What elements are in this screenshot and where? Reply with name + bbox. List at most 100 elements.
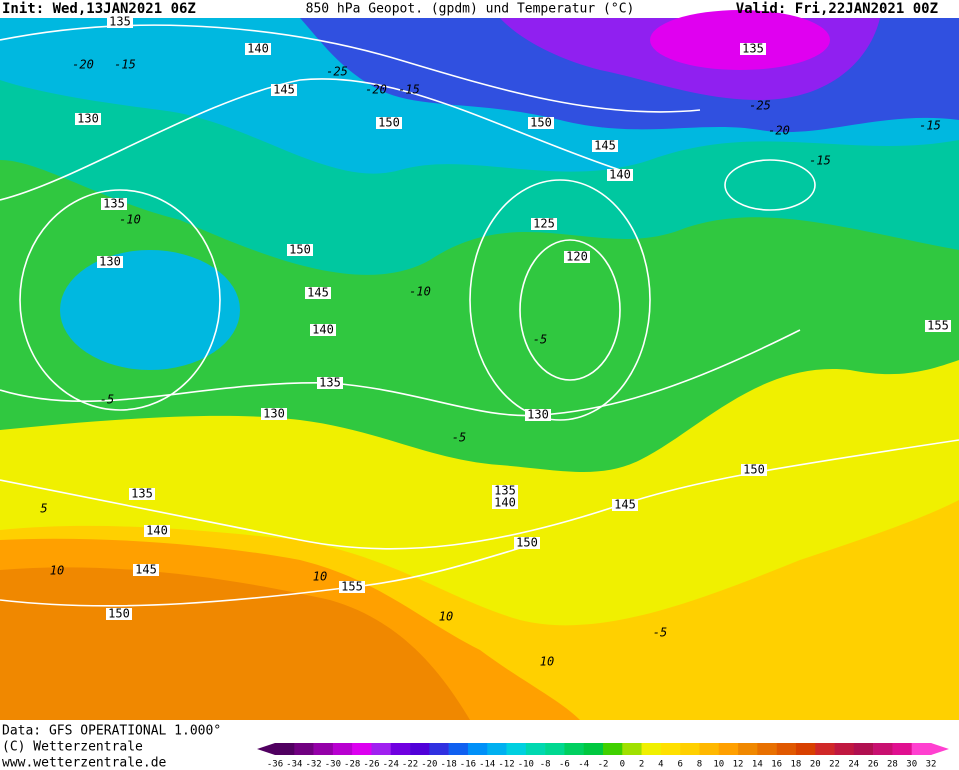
colorbar-label: -12: [498, 760, 514, 770]
geopotential-label: 145: [594, 139, 616, 153]
init-time: Init: Wed,13JAN2021 06Z: [2, 1, 196, 17]
colorbar-label: -16: [460, 760, 476, 770]
temperature-label: -25: [326, 65, 348, 79]
colorbar-label: 0: [620, 760, 625, 770]
label-box: [525, 409, 551, 421]
colorbar-label: -22: [402, 760, 418, 770]
colorbar-label: -14: [479, 760, 495, 770]
label-box: [376, 117, 402, 129]
temperature-label: -20: [72, 58, 94, 72]
temperature-label: -15: [114, 58, 136, 72]
contour-line: [519, 239, 621, 381]
temperature-label: -15: [398, 83, 420, 97]
label-box: [106, 608, 132, 620]
colorbar-swatch: [371, 743, 392, 755]
colorbar-label: 16: [771, 760, 782, 770]
geopotential-label: 150: [530, 116, 552, 130]
colorbar-label: -4: [578, 760, 589, 770]
temperature-label: 10: [313, 570, 327, 584]
label-box: [607, 169, 633, 181]
colorbar-label: 10: [713, 760, 724, 770]
contour-line: [0, 78, 621, 201]
colorbar-label: -6: [559, 760, 570, 770]
geopotential-label: 125: [533, 217, 555, 231]
colorbar-label: -24: [383, 760, 399, 770]
colorbar-swatch: [873, 743, 893, 755]
geopotential-label: 145: [614, 498, 636, 512]
colorbar-swatch: [815, 743, 835, 755]
temperature-label: -15: [809, 154, 831, 168]
label-box: [339, 581, 365, 593]
label-box: [133, 564, 159, 576]
geopotential-label: 130: [77, 112, 99, 126]
label-box: [75, 113, 101, 125]
contour-line: [469, 179, 651, 421]
colorbar-label: 18: [791, 760, 802, 770]
geopotential-label: 145: [307, 286, 329, 300]
colorbar-swatch: [680, 743, 700, 755]
geopotential-label: 145: [273, 83, 295, 97]
colorbar-swatch: [583, 743, 604, 755]
temperature-label: -20: [365, 83, 387, 97]
colorbar-label: 2: [639, 760, 644, 770]
temperature-label: -5: [100, 393, 114, 407]
label-box: [531, 218, 557, 230]
colorbar-label: -10: [518, 760, 534, 770]
colorbar-arrow: [931, 743, 949, 755]
geopotential-label: 135: [319, 376, 341, 390]
colorbar-label: -18: [441, 760, 457, 770]
colorbar-swatch: [525, 743, 546, 755]
colorbar-label: -28: [344, 760, 360, 770]
label-box: [925, 320, 951, 332]
colorbar-swatch: [757, 743, 777, 755]
temperature-label: -5: [533, 333, 547, 347]
temperature-label: -5: [653, 626, 667, 640]
colorbar-swatch: [660, 743, 681, 755]
geopotential-label: 150: [743, 463, 765, 477]
geopotential-label: 150: [289, 243, 311, 257]
colorbar-label: 22: [829, 760, 840, 770]
colorbar-swatch: [448, 743, 469, 755]
colorbar-arrow: [257, 743, 275, 755]
cold-pool: [60, 250, 240, 370]
colorbar-swatch: [332, 743, 353, 755]
label-box: [740, 43, 766, 55]
label-box: [287, 244, 313, 256]
geopotential-label: 140: [609, 168, 631, 182]
temperature-label: 10: [439, 610, 453, 624]
colorbar-swatch: [738, 743, 758, 755]
temperature-label: 5: [40, 502, 47, 516]
geopotential-label: 150: [378, 116, 400, 130]
colorbar-swatch: [641, 743, 662, 755]
label-box: [129, 488, 155, 500]
colorbar-label: 8: [697, 760, 702, 770]
colorbar-swatch: [275, 743, 295, 755]
geopotential-label: 135: [131, 487, 153, 501]
colorbar-label: 30: [906, 760, 917, 770]
colorbar-label: 12: [733, 760, 744, 770]
colorbar-swatch: [429, 743, 449, 755]
geopotential-label: 150: [516, 536, 538, 550]
colorbar-label: 26: [868, 760, 879, 770]
label-box: [310, 324, 336, 336]
geopotential-label: 145: [135, 563, 157, 577]
label-box: [97, 256, 123, 268]
colorbar-label: 32: [926, 760, 937, 770]
colorbar-swatch: [545, 743, 565, 755]
colorbar-swatch: [853, 743, 874, 755]
label-box: [592, 140, 618, 152]
copyright: (C) Wetterzentrale: [2, 740, 143, 755]
label-box: [564, 251, 590, 263]
data-source: Data: GFS OPERATIONAL 1.000°: [2, 724, 221, 739]
colorbar-label: -26: [363, 760, 379, 770]
temperature-label: 10: [50, 564, 64, 578]
colorbar-label: 28: [887, 760, 898, 770]
temperature-label: -5: [452, 431, 466, 445]
colorbar-swatch: [603, 743, 623, 755]
contour-line: [0, 329, 801, 417]
geopotential-label: 140: [494, 496, 516, 510]
geopotential-label: 135: [103, 197, 125, 211]
